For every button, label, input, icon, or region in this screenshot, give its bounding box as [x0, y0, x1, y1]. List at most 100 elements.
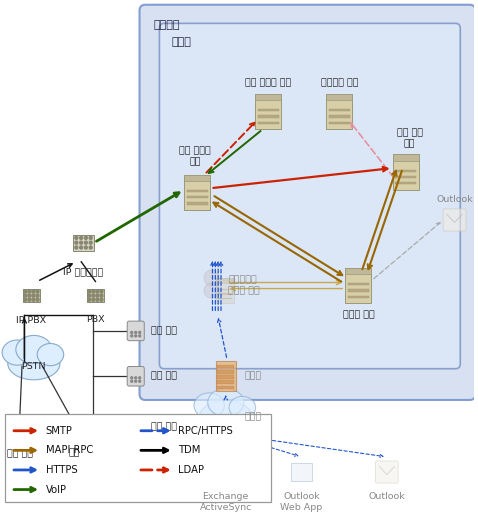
Bar: [217, 386, 234, 389]
Text: 인터넷: 인터넷: [245, 412, 262, 421]
Bar: [5, 414, 271, 502]
Text: LDAP: LDAP: [178, 465, 205, 475]
Circle shape: [23, 430, 25, 432]
Ellipse shape: [16, 335, 52, 364]
Text: Outlook: Outlook: [369, 492, 405, 501]
Text: 외부 전화: 외부 전화: [7, 450, 33, 458]
Circle shape: [19, 430, 21, 432]
Circle shape: [80, 246, 83, 249]
Circle shape: [14, 434, 16, 436]
Circle shape: [88, 298, 91, 301]
Text: Outlook: Outlook: [436, 195, 473, 204]
Bar: [348, 296, 369, 298]
FancyBboxPatch shape: [346, 268, 371, 303]
Circle shape: [135, 335, 137, 337]
Text: 내부 전화: 내부 전화: [151, 422, 177, 431]
Circle shape: [92, 294, 95, 297]
Bar: [217, 370, 234, 373]
Circle shape: [131, 332, 133, 333]
Circle shape: [23, 434, 25, 436]
Circle shape: [139, 332, 141, 333]
Ellipse shape: [194, 393, 224, 418]
Bar: [258, 115, 279, 117]
Bar: [217, 294, 232, 295]
Text: IP 게이트웨이: IP 게이트웨이: [64, 267, 104, 276]
FancyBboxPatch shape: [291, 463, 312, 481]
Circle shape: [96, 298, 99, 301]
Bar: [329, 115, 350, 117]
FancyBboxPatch shape: [87, 289, 104, 302]
Circle shape: [80, 241, 83, 244]
Text: 사이트: 사이트: [171, 38, 191, 47]
FancyBboxPatch shape: [127, 367, 144, 386]
Circle shape: [28, 298, 31, 301]
Bar: [395, 169, 416, 171]
Bar: [326, 94, 352, 100]
Bar: [395, 176, 416, 178]
Circle shape: [85, 241, 87, 244]
Ellipse shape: [204, 283, 219, 298]
Text: PSTN: PSTN: [22, 362, 46, 371]
Circle shape: [19, 434, 21, 436]
Circle shape: [139, 380, 141, 382]
Circle shape: [131, 427, 133, 429]
FancyBboxPatch shape: [217, 458, 234, 486]
Circle shape: [139, 427, 141, 429]
Text: 팩스: 팩스: [68, 449, 80, 457]
Text: Outlook
Web App: Outlook Web App: [281, 492, 323, 511]
FancyBboxPatch shape: [127, 321, 144, 341]
Text: PBX: PBX: [86, 315, 105, 324]
Circle shape: [204, 270, 219, 286]
Text: SMTP: SMTP: [46, 426, 73, 436]
Circle shape: [131, 431, 133, 433]
Text: 내부 전화: 내부 전화: [151, 327, 177, 335]
Bar: [217, 381, 234, 384]
Circle shape: [135, 332, 137, 333]
Circle shape: [80, 236, 83, 239]
Circle shape: [75, 246, 78, 249]
Circle shape: [139, 335, 141, 337]
Text: RPC/HTTPS: RPC/HTTPS: [178, 426, 233, 436]
Text: 허브 전송
서버: 허브 전송 서버: [397, 129, 423, 148]
FancyBboxPatch shape: [443, 209, 466, 231]
Circle shape: [89, 246, 92, 249]
Circle shape: [36, 298, 39, 301]
Bar: [187, 190, 208, 192]
Bar: [346, 268, 371, 274]
Circle shape: [131, 380, 133, 382]
Ellipse shape: [8, 348, 60, 380]
FancyBboxPatch shape: [22, 289, 40, 302]
Bar: [217, 289, 232, 290]
Circle shape: [28, 294, 31, 297]
Circle shape: [85, 236, 87, 239]
Circle shape: [100, 294, 103, 297]
FancyBboxPatch shape: [326, 94, 352, 129]
Circle shape: [32, 290, 35, 293]
Bar: [395, 182, 416, 184]
Circle shape: [28, 290, 31, 293]
Circle shape: [131, 335, 133, 337]
FancyBboxPatch shape: [216, 361, 236, 391]
Circle shape: [131, 377, 133, 379]
Bar: [348, 283, 369, 285]
FancyBboxPatch shape: [73, 235, 94, 251]
Bar: [185, 175, 210, 181]
Bar: [216, 278, 234, 283]
Circle shape: [88, 294, 91, 297]
FancyBboxPatch shape: [65, 422, 84, 437]
Bar: [187, 196, 208, 198]
Circle shape: [32, 298, 35, 301]
Bar: [217, 375, 234, 379]
Circle shape: [88, 290, 91, 293]
Text: 디렉터리 서버: 디렉터리 서버: [321, 78, 358, 88]
Circle shape: [85, 246, 87, 249]
Ellipse shape: [208, 388, 244, 417]
FancyBboxPatch shape: [10, 418, 29, 440]
Bar: [255, 94, 282, 100]
Bar: [187, 202, 208, 204]
Bar: [329, 109, 350, 111]
Text: MAPI RPC: MAPI RPC: [46, 445, 93, 455]
FancyBboxPatch shape: [127, 417, 144, 436]
Circle shape: [139, 377, 141, 379]
Bar: [258, 109, 279, 111]
